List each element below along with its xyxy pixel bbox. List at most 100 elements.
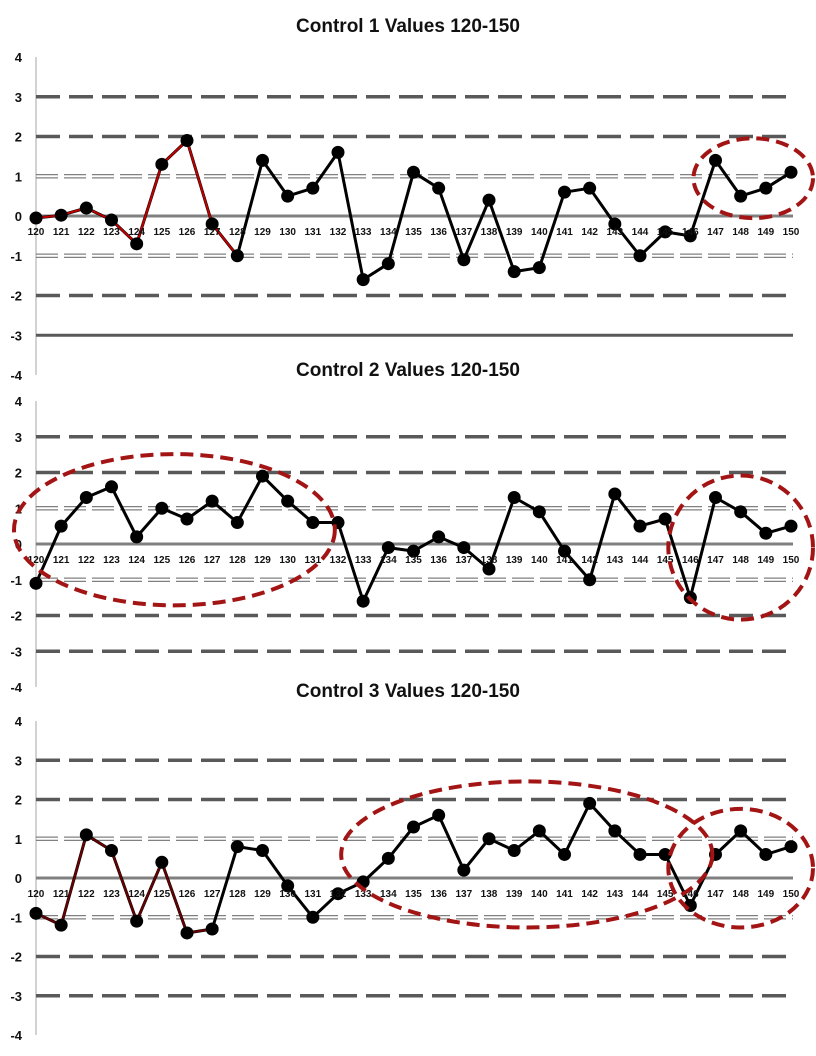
chart3-x-tick-label: 144 [632,889,649,900]
chart1-y-tick-label: -3 [10,328,22,343]
chart1-x-tick-label: 144 [632,227,649,238]
chart1-point-142 [583,181,597,195]
chart1-point-148 [734,189,748,203]
chart3-x-tick-label: 141 [556,889,573,900]
chart1-x-tick-label: 146 [682,227,699,238]
chart3-x-tick-label: 140 [531,889,548,900]
chart2-point-128 [230,516,244,530]
chart1-y-tick-label: 4 [15,50,23,65]
chart2-x-tick-label: 129 [254,555,271,566]
chart1-point-129 [256,153,269,167]
chart3-ref-line-neg1 [36,915,793,920]
chart2-point-147 [709,491,722,505]
chart3-point-130 [281,879,295,893]
chart2-point-125 [155,501,169,515]
control-1-chart: Control 1 Values 120-150 4 3 2 1 0 -1 -2 -3 -4 12… [10,16,815,383]
chart2-x-tick-label: 146 [682,555,699,566]
chart3-ref-line-1 [36,836,793,841]
chart1-y-tick-label: 0 [15,209,22,224]
chart1-x-tick-label: 134 [380,227,397,238]
chart1-x-tick-label: 145 [657,227,674,238]
chart1-annotation-ellipse [691,136,815,221]
chart1-x-tick-label: 135 [405,227,422,238]
chart1-x-tick-label: 120 [28,227,45,238]
chart1-x-tick-label: 143 [606,227,623,238]
chart3-point-124 [130,914,144,928]
chart2-ref-line-neg1 [36,577,793,582]
control-3-chart: Control 3 Values 120-150 4 3 2 1 0 -1 -2 -3 -4 12… [10,681,816,1043]
chart1-x-tick-label: 121 [53,227,70,238]
chart2-annotation-ellipse [666,473,816,622]
chart1-point-150 [784,165,798,179]
chart3-y-tick-label: 4 [15,714,23,729]
chart1-point-125 [155,157,169,171]
chart1-x-tick-label: 141 [556,227,573,238]
chart3-point-148 [734,824,748,838]
chart2-x-tick-label: 125 [153,555,170,566]
chart1-point-144 [633,249,647,263]
chart1-x-tick-label: 126 [179,227,196,238]
chart1-x-tick-label: 149 [757,227,774,238]
chart3-point-136 [432,808,446,822]
chart2-point-150 [784,519,798,533]
chart2-point-121 [54,519,68,533]
chart3-x-tick-label: 127 [204,889,221,900]
chart3-point-141 [558,847,571,861]
chart2-point-135 [407,544,420,558]
chart3-x-tick-label: 139 [506,889,523,900]
chart1-x-tick-label: 122 [78,227,95,238]
chart2-point-149 [759,526,773,540]
chart3-x-tick-label: 135 [405,889,422,900]
chart1-x-tick-label: 131 [304,227,321,238]
chart2-point-122 [79,491,93,505]
chart1-x-tick-label: 140 [531,227,548,238]
chart2-x-tick-label: 142 [581,555,598,566]
chart2-y-tick-label: -2 [10,609,22,624]
chart1-point-123 [105,213,118,227]
chart1-x-tick-label: 150 [783,227,800,238]
chart1-x-tick-label: 147 [707,227,724,238]
chart1-point-149 [759,181,773,195]
chart1-point-134 [381,257,395,271]
chart1-x-tick-label: 136 [430,227,447,238]
chart2-point-141 [558,544,571,558]
chart3-annotation-ellipse [666,806,816,930]
chart2-y-tick-label: -4 [10,680,22,695]
chart1-x-tick-label: 130 [279,227,296,238]
chart2-point-137 [457,541,471,555]
chart2-x-tick-label: 144 [632,555,649,566]
chart2-x-tick-label: 122 [78,555,95,566]
chart3-x-tick-label: 121 [53,889,70,900]
chart3-y-tick-label: -2 [10,950,22,965]
chart2-point-129 [256,469,269,483]
chart2-point-142 [583,573,597,587]
chart3-x-tick-label: 136 [430,889,447,900]
chart2-point-134 [381,541,395,555]
chart1-point-133 [356,273,370,287]
chart1-y-tick-label: -1 [10,249,22,264]
chart3-x-tick-label: 138 [481,889,498,900]
chart3-x-tick-label: 142 [581,889,598,900]
chart2-x-tick-label: 120 [28,555,45,566]
chart1-series-line [35,139,792,282]
chart1-x-tick-label: 133 [355,227,372,238]
control-1-title: Control 1 Values 120-150 [296,16,520,37]
chart2-point-131 [306,516,320,530]
chart2-x-tick-label: 150 [783,555,800,566]
chart3-annotation-ellipse [339,779,715,930]
chart3-x-tick-label: 137 [455,889,472,900]
chart1-point-121 [54,208,68,222]
chart1-point-131 [306,181,320,195]
chart2-x-tick-label: 141 [556,555,573,566]
chart3-point-125 [155,855,169,869]
chart2-x-tick-label: 145 [657,555,674,566]
chart3-point-139 [507,844,521,858]
chart1-point-126 [180,133,194,147]
chart2-y-tick-label: -3 [10,644,22,659]
chart3-point-150 [784,840,798,854]
chart1-ref-line-neg1 [36,253,793,259]
chart3-point-131 [306,910,320,924]
chart3-x-tick-label: 132 [330,889,347,900]
chart1-point-130 [281,189,295,203]
chart3-point-121 [54,918,68,932]
